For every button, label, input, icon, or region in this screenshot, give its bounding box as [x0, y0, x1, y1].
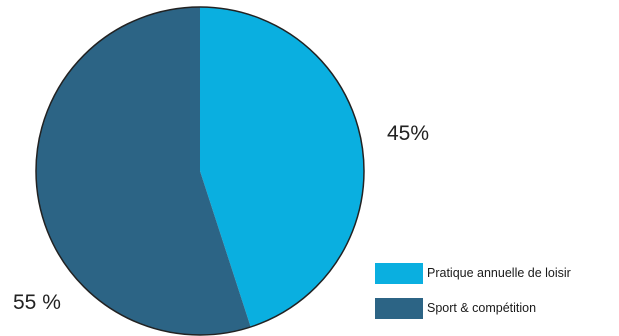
pie-slice-sport	[35, 6, 251, 336]
legend-swatch-leisure	[375, 262, 423, 284]
legend-item-leisure: Pratique annuelle de loisir	[375, 262, 571, 284]
data-label-leisure: 45%	[387, 122, 430, 145]
pie-outline	[35, 6, 365, 336]
legend-label-leisure: Pratique annuelle de loisir	[427, 266, 571, 280]
legend-item-sport: Sport & compétition	[375, 297, 571, 319]
legend-swatch-sport	[375, 297, 423, 319]
legend-label-sport: Sport & compétition	[427, 301, 537, 315]
legend: Pratique annuelle de loisir Sport & comp…	[375, 262, 571, 332]
pie-slice-leisure	[200, 7, 364, 327]
data-label-sport: 55 %	[13, 291, 61, 314]
